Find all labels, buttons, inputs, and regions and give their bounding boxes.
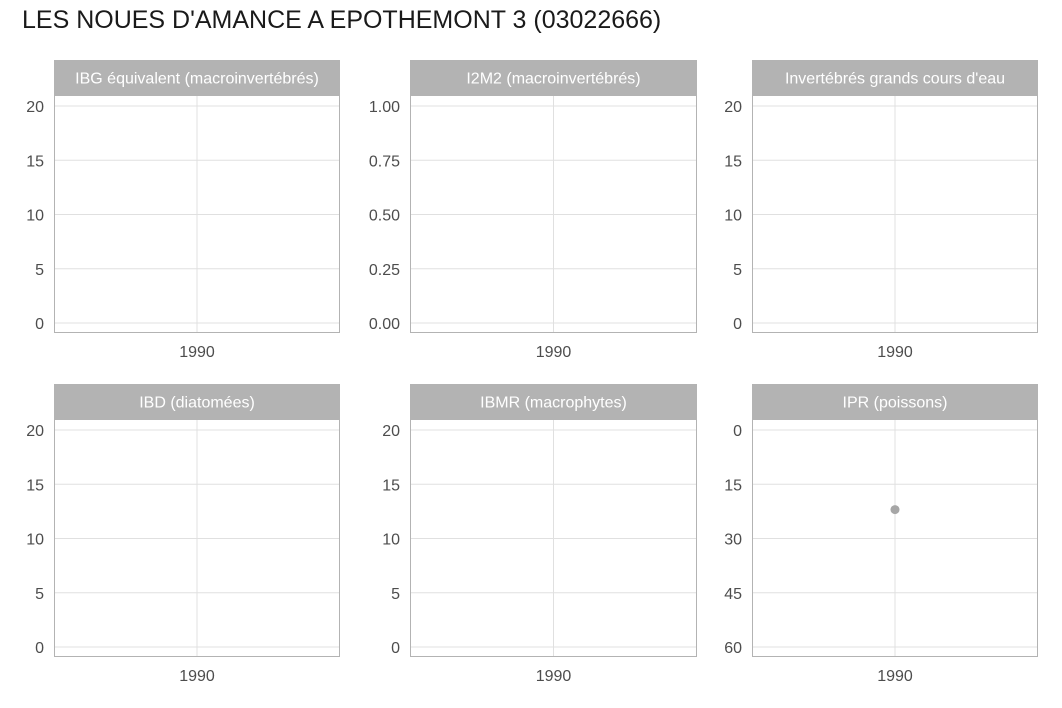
y-tick-label: 5	[35, 586, 44, 603]
y-tick-label: 10	[382, 532, 400, 549]
facet-strip	[54, 384, 340, 419]
facet-title: IPR (poissons)	[843, 395, 948, 412]
y-tick-label: 0	[733, 316, 742, 333]
y-tick-label: 15	[724, 477, 742, 494]
panel-border	[752, 95, 1038, 333]
y-tick-label: 5	[35, 262, 44, 279]
y-tick-label: 45	[724, 586, 742, 603]
page-title: LES NOUES D'AMANCE A EPOTHEMONT 3 (03022…	[22, 6, 662, 34]
facet-panel-1: IBG équivalent (macroinvertébrés) 0 5 10 15 2…	[26, 60, 340, 361]
y-tick-label: 1.00	[369, 99, 400, 116]
panel-border	[752, 419, 1038, 657]
y-tick-label: 10	[26, 532, 44, 549]
panel-border	[410, 419, 697, 657]
y-tick-label: 10	[724, 208, 742, 225]
y-tick-label: 15	[724, 153, 742, 170]
x-tick-label: 1990	[877, 344, 913, 361]
y-tick-label: 60	[724, 640, 742, 657]
x-tick-label: 1990	[179, 668, 215, 685]
facet-panel-2: I2M2 (macroinvertébrés) 0.00 0.25 0.50 0.75 1…	[369, 60, 697, 361]
y-tick-label: 20	[26, 99, 44, 116]
y-tick-label: 0	[733, 423, 742, 440]
y-tick-label: 0.75	[369, 153, 400, 170]
facet-panel-4: IBD (diatomées) 0 5 10 15 20 1990	[26, 384, 340, 685]
y-tick-label: 15	[382, 477, 400, 494]
y-tick-label: 5	[733, 262, 742, 279]
y-tick-label: 0	[35, 316, 44, 333]
y-tick-label: 0.00	[369, 316, 400, 333]
y-tick-label: 30	[724, 532, 742, 549]
facet-strip	[410, 384, 697, 419]
x-tick-label: 1990	[179, 344, 215, 361]
facet-panel-3: Invertébrés grands cours d'eau 0 5 10 15 20 19…	[724, 60, 1038, 361]
facet-title: Invertébrés grands cours d'eau	[785, 71, 1005, 88]
facet-title: IBD (diatomées)	[139, 395, 255, 412]
y-tick-label: 20	[724, 99, 742, 116]
y-tick-label: 0.25	[369, 262, 400, 279]
facet-title: I2M2 (macroinvertébrés)	[466, 71, 640, 88]
data-point	[890, 505, 900, 515]
y-tick-label: 10	[26, 208, 44, 225]
y-tick-label: 20	[26, 423, 44, 440]
facet-strip	[54, 60, 340, 95]
panel-border	[410, 95, 697, 333]
facet-strip	[752, 384, 1038, 419]
facet-strip	[410, 60, 697, 95]
y-tick-label: 15	[26, 153, 44, 170]
facet-title: IBMR (macrophytes)	[480, 395, 627, 412]
facet-panel-5: IBMR (macrophytes) 0 5 10 15 20 1990	[382, 384, 697, 685]
y-tick-label: 0	[35, 640, 44, 657]
y-tick-label: 5	[391, 586, 400, 603]
y-tick-label: 20	[382, 423, 400, 440]
panel-border	[54, 95, 340, 333]
y-tick-label: 0.50	[369, 208, 400, 225]
y-tick-label: 15	[26, 477, 44, 494]
y-tick-label: 0	[391, 640, 400, 657]
x-tick-label: 1990	[877, 668, 913, 685]
facet-title: IBG équivalent (macroinvertébrés)	[75, 71, 319, 88]
panel-border	[54, 419, 340, 657]
x-tick-label: 1990	[536, 668, 572, 685]
facet-strip	[752, 60, 1038, 95]
facet-panel-6: IPR (poissons) 0 15 30 45 60 1990	[724, 384, 1038, 685]
x-tick-label: 1990	[536, 344, 572, 361]
